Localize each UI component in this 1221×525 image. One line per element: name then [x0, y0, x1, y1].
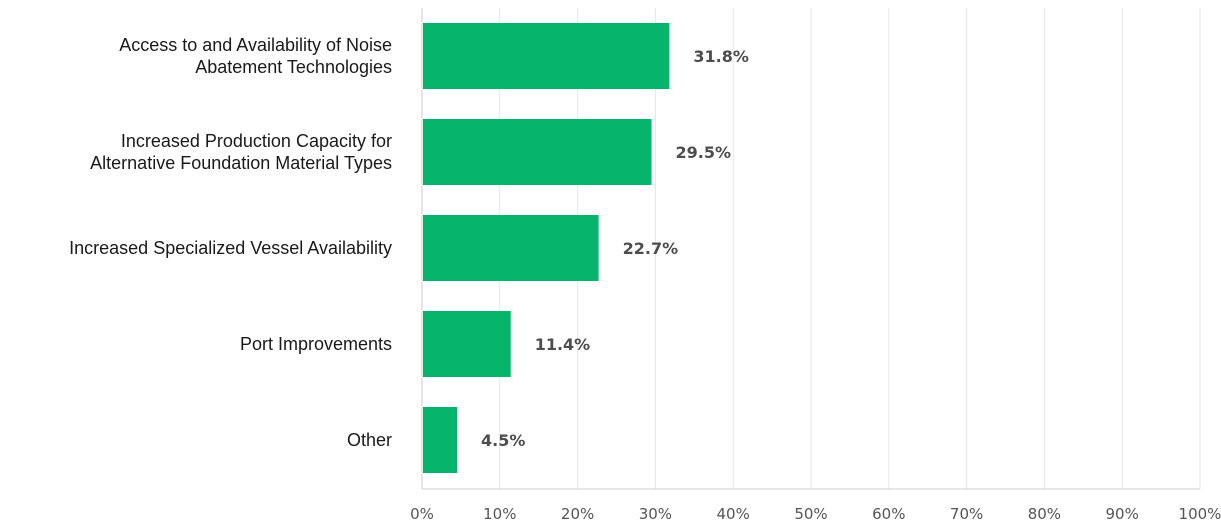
- x-tick-label: 90%: [1106, 505, 1139, 523]
- x-tick-label: 60%: [872, 505, 905, 523]
- x-tick-label: 10%: [483, 505, 516, 523]
- value-label: 31.8%: [693, 47, 749, 66]
- category-label: Other: [347, 430, 392, 450]
- bar: [423, 23, 670, 89]
- category-label: Access to and Availability of Noise Abate…: [119, 35, 392, 77]
- category-labels: Access to and Availability of Noise Abate…: [69, 35, 392, 450]
- x-tick-label: 20%: [561, 505, 594, 523]
- bar: [423, 215, 599, 281]
- category-label: Increased Production Capacity for Alterna…: [90, 131, 392, 173]
- x-tick-label: 30%: [639, 505, 672, 523]
- x-tick-label: 50%: [794, 505, 827, 523]
- bar: [423, 119, 652, 185]
- bar: [423, 407, 458, 473]
- value-label: 22.7%: [623, 239, 679, 258]
- value-label: 29.5%: [676, 143, 732, 162]
- bars: [423, 23, 670, 473]
- x-tick-label: 0%: [410, 505, 434, 523]
- x-tick-label: 40%: [717, 505, 750, 523]
- x-tick-label: 100%: [1179, 505, 1221, 523]
- x-tick-label: 70%: [950, 505, 983, 523]
- category-label: Port Improvements: [240, 334, 392, 354]
- value-label: 11.4%: [535, 335, 591, 354]
- bar: [423, 311, 511, 377]
- x-tick-label: 80%: [1028, 505, 1061, 523]
- x-axis-ticks: 0% 10% 20% 30% 40% 50% 60% 70% 80% 90% 100%: [410, 505, 1221, 523]
- value-labels: 31.8% 29.5% 22.7% 11.4% 4.5%: [481, 47, 749, 450]
- category-label: Increased Specialized Vessel Availabilit…: [69, 238, 392, 258]
- value-label: 4.5%: [481, 431, 525, 450]
